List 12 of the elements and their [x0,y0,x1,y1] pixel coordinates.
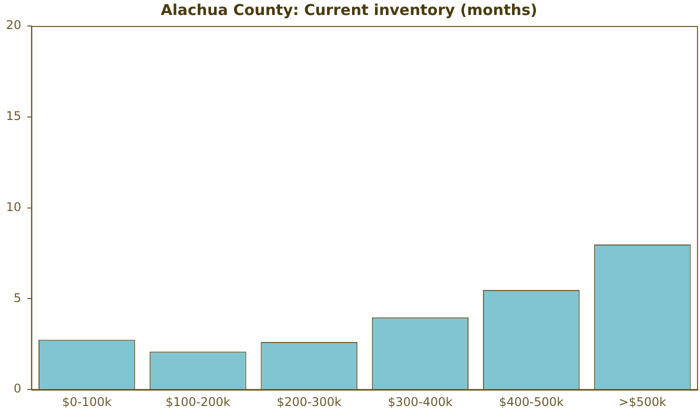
x-tick-label: $300-400k [388,394,453,409]
y-tick-label: 15 [6,109,22,124]
y-tick-label: 0 [14,382,22,396]
x-tick-label: >$500k [618,394,666,409]
chart-title: Alachua County: Current inventory (months) [160,0,538,19]
x-tick-label: $100-200k [166,394,230,409]
y-tick-label: 10 [6,200,22,214]
x-tick-label: $200-300k [276,394,342,409]
y-tick-label: 20 [6,18,22,32]
y-tick-label: 5 [14,290,22,305]
x-tick-label: $0-100k [62,394,112,409]
x-tick-label: $400-500k [498,394,564,409]
